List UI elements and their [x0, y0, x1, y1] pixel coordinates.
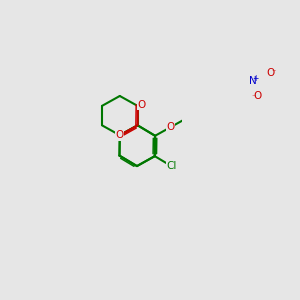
- Text: N: N: [249, 76, 257, 86]
- Text: O: O: [116, 130, 124, 140]
- Text: O: O: [253, 91, 261, 100]
- Text: ⁻: ⁻: [252, 92, 256, 101]
- Text: ⁻: ⁻: [272, 68, 276, 77]
- Text: O: O: [266, 68, 274, 78]
- Text: O: O: [137, 100, 146, 110]
- Text: O: O: [166, 122, 174, 132]
- Text: +: +: [252, 74, 259, 83]
- Text: Cl: Cl: [166, 160, 176, 171]
